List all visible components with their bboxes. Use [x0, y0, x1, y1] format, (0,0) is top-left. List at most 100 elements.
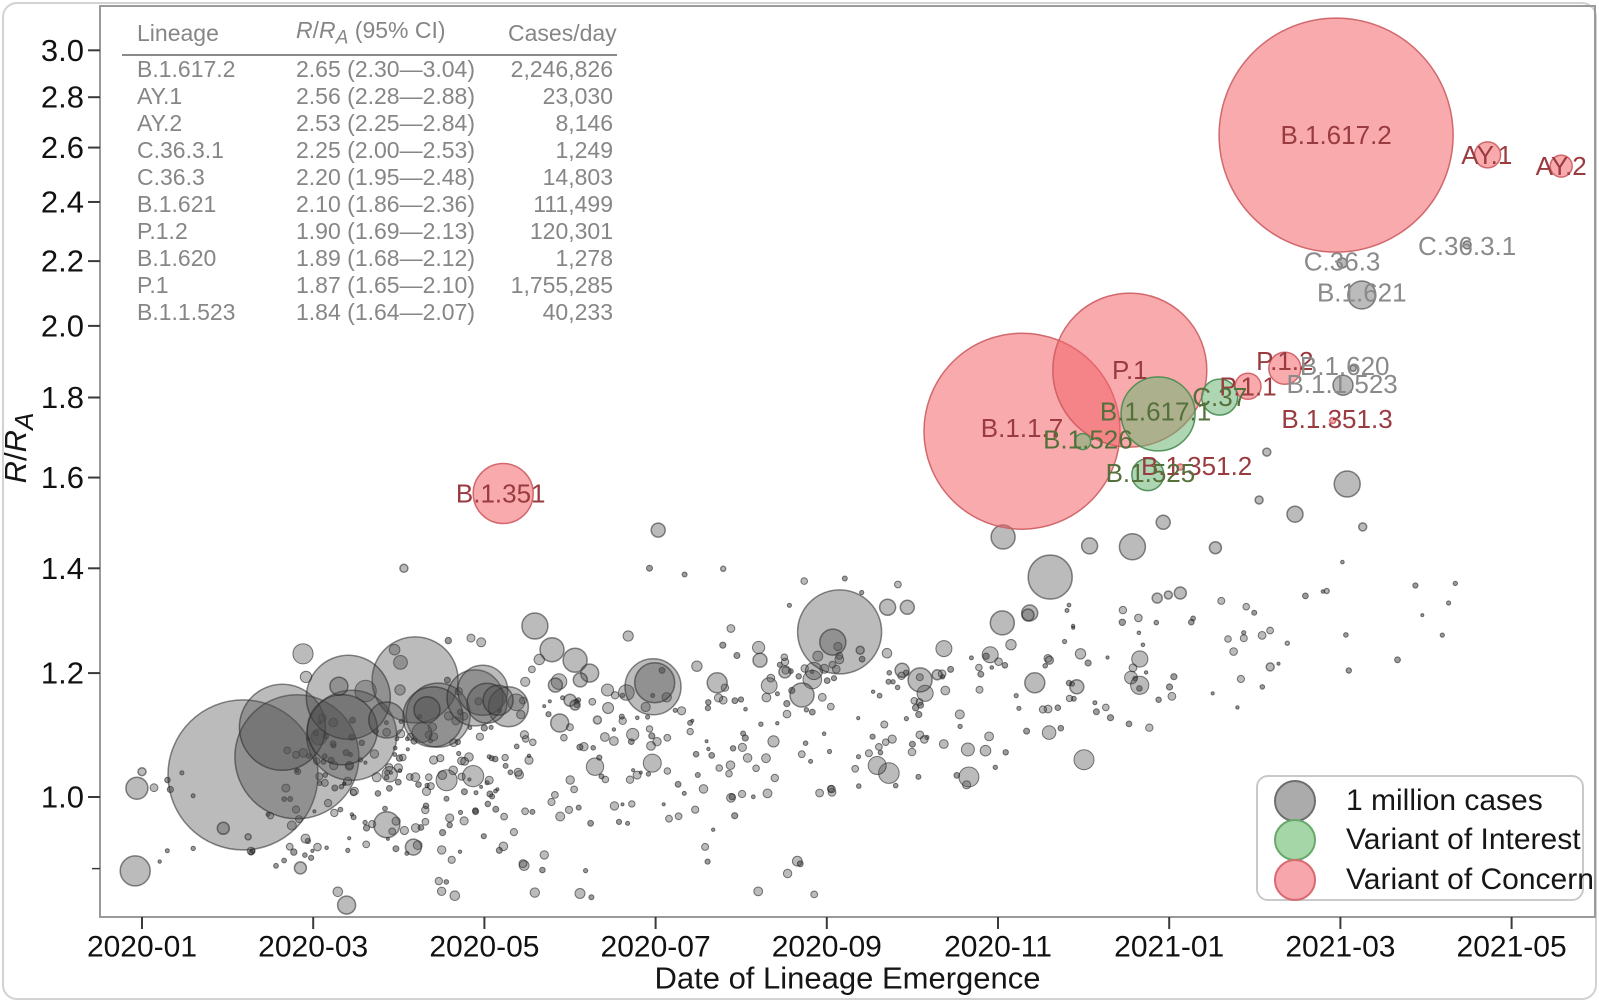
x-axis-title: Date of Lineage Emergence [654, 961, 1040, 996]
bubble-AY.2 [1549, 154, 1573, 178]
bubble-label-B.1.617.1: B.1.617.1 [1100, 397, 1211, 427]
gray-bubble [572, 672, 589, 688]
scatter-dot [600, 732, 610, 742]
scatter-dot [856, 783, 862, 789]
scatter-dot [761, 692, 772, 703]
scatter-dot [731, 812, 739, 820]
scatter-dot [725, 769, 733, 778]
scatter-dot [529, 808, 536, 815]
y-tick-label: 1.0 [41, 780, 84, 815]
scatter-dot [796, 860, 804, 868]
scatter-dot [665, 814, 673, 823]
legend-label: Variant of Concern [1346, 863, 1594, 896]
scatter-dot [486, 754, 492, 760]
gray-bubble [1021, 608, 1035, 622]
scatter-dot [491, 755, 499, 763]
x-tick-label: 2021-03 [1285, 931, 1395, 964]
scatter-dot [495, 787, 500, 792]
scatter-dot [663, 767, 672, 775]
gray-bubbles [119, 447, 1368, 915]
scatter-dot [1105, 655, 1110, 660]
col-header-cases: Cases/day [508, 17, 617, 56]
gray-bubble [216, 821, 231, 836]
bubble-B.1.526 [1073, 432, 1092, 451]
scatter-dot [462, 765, 485, 788]
scatter-dot [500, 812, 509, 821]
scatter-dot [394, 684, 406, 696]
scatter-dot [1340, 559, 1345, 565]
background-scatter [149, 559, 1459, 902]
cell-ci: 2.53 (2.25—2.84) [296, 109, 476, 136]
scatter-dot [640, 701, 651, 713]
scatter-dot [725, 760, 736, 771]
gray-bubble [989, 610, 1016, 636]
scatter-dot [312, 730, 319, 737]
scatter-dot [917, 701, 925, 709]
scatter-dot [631, 768, 636, 773]
scatter-dot [828, 660, 837, 669]
scatter-dot [752, 640, 766, 655]
gray-bubble [373, 810, 401, 839]
scatter-dot [427, 722, 437, 732]
scatter-dot [434, 876, 443, 886]
scatter-dot [449, 890, 461, 902]
bubble-B.1.621 [1347, 280, 1377, 310]
scatter-dot [979, 744, 992, 757]
legend-circle-icon [1274, 819, 1316, 861]
scatter-dot [466, 633, 476, 643]
scatter-dot [855, 754, 862, 760]
scatter-dot [808, 758, 814, 764]
scatter-dot [1106, 714, 1115, 722]
scatter-dot [728, 793, 736, 801]
scatter-dot [310, 848, 315, 854]
gray-bubble [752, 652, 768, 668]
scatter-dot [691, 660, 703, 672]
gray-bubble [167, 699, 319, 851]
table-row: B.1.1.523 1.84 (1.64—2.07) 40,233 [122, 299, 617, 326]
bubble-label-B.1.525: B.1.525 [1106, 458, 1196, 488]
scatter-dot [880, 720, 889, 729]
scatter-dot [704, 858, 711, 865]
scatter-dot [658, 666, 666, 674]
scatter-dot [797, 750, 806, 759]
scatter-dot [975, 663, 983, 672]
scatter-dot [350, 814, 357, 821]
scatter-dot [1042, 663, 1048, 669]
gray-bubble [1323, 587, 1330, 595]
scatter-dot [674, 780, 682, 788]
scatter-dot [475, 732, 484, 741]
cell-cases: 23,030 [542, 82, 613, 109]
scatter-dot [892, 782, 899, 789]
scatter-dot [1217, 596, 1226, 605]
bubble-label-B.1.617.2: B.1.617.2 [1280, 120, 1391, 150]
scatter-dot [618, 684, 635, 701]
gray-bubble [1254, 495, 1264, 505]
gray-bubble [1155, 514, 1171, 531]
scatter-dot [565, 775, 575, 785]
scatter-dot [342, 781, 347, 786]
scatter-dot [758, 721, 764, 727]
gray-bubble [1357, 522, 1368, 532]
scatter-dot [330, 808, 339, 818]
scatter-dot [677, 706, 687, 716]
cell-ci: 2.56 (2.28—2.88) [296, 82, 476, 109]
scatter-dot [447, 855, 456, 864]
scatter-dot [1073, 749, 1095, 771]
scatter-dot [1170, 673, 1178, 681]
scatter-dot [903, 716, 910, 722]
scatter-dot [694, 772, 701, 778]
gray-bubble [399, 563, 409, 574]
scatter-dot [456, 750, 462, 757]
scatter-dot [1224, 635, 1232, 643]
scatter-dot [474, 697, 483, 706]
scatter-dot [374, 790, 382, 797]
y-tick-label: 1.8 [41, 380, 84, 415]
scatter-dot [157, 859, 162, 864]
y-tick-label: 1.6 [41, 460, 84, 495]
scatter-dot [179, 770, 185, 776]
scatter-dot [609, 736, 619, 746]
scatter-dot [382, 727, 392, 737]
legend-item: 1 million cases [1258, 780, 1582, 822]
scatter-dot [588, 697, 597, 706]
y-tick-label: 1.2 [41, 656, 84, 691]
